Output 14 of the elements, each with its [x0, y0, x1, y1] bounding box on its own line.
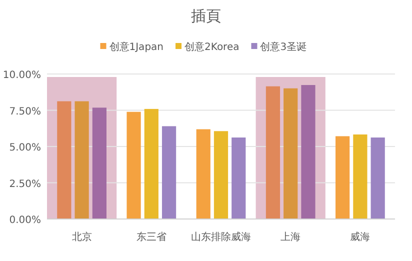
legend-label: 创意1Japan	[109, 41, 164, 53]
x-tick-label: 北京	[72, 231, 92, 243]
y-tick-label: 10.00%	[2, 70, 41, 81]
x-tick-label: 上海	[280, 231, 301, 243]
y-tick-label: 5.00%	[9, 142, 41, 154]
y-tick-label: 0.00%	[9, 215, 41, 226]
chart-title: 插頁	[191, 7, 221, 25]
x-tick-label: 山东排除威海	[191, 231, 251, 243]
legend-label: 创意2Korea	[184, 41, 240, 53]
x-tick-label: 东三省	[136, 231, 166, 243]
y-tick-label: 2.50%	[9, 178, 41, 190]
x-tick-label: 威海	[350, 231, 370, 243]
legend-label: 创意3圣诞	[260, 41, 307, 53]
y-tick-label: 7.50%	[9, 106, 41, 118]
